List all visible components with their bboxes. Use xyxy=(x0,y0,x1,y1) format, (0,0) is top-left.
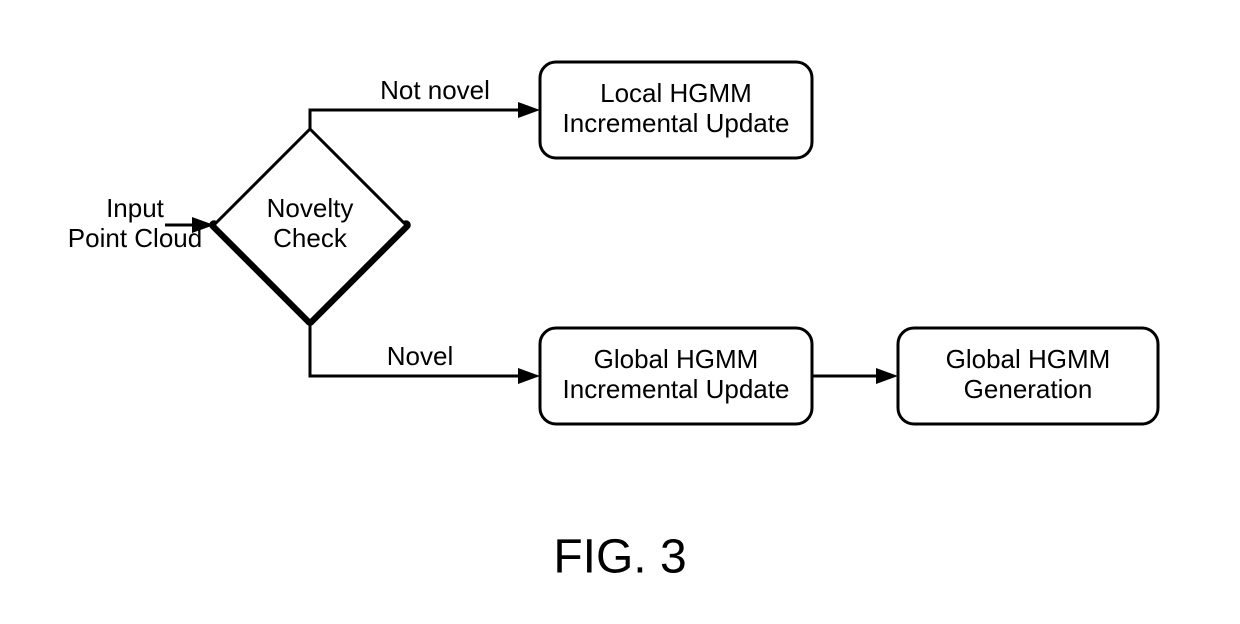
edge-label-check_to_local: Not novel xyxy=(380,75,490,105)
process-label-global_gen: Global HGMMGeneration xyxy=(946,344,1111,404)
flowchart-canvas: Not novelNovelInputPoint CloudNoveltyChe… xyxy=(0,0,1240,624)
decision-label-novelty_check: NoveltyCheck xyxy=(267,193,354,253)
edge-label-check_to_global: Novel xyxy=(387,341,453,371)
figure-label: FIG. 3 xyxy=(553,531,686,584)
process-label-global_update: Global HGMMIncremental Update xyxy=(563,344,790,404)
